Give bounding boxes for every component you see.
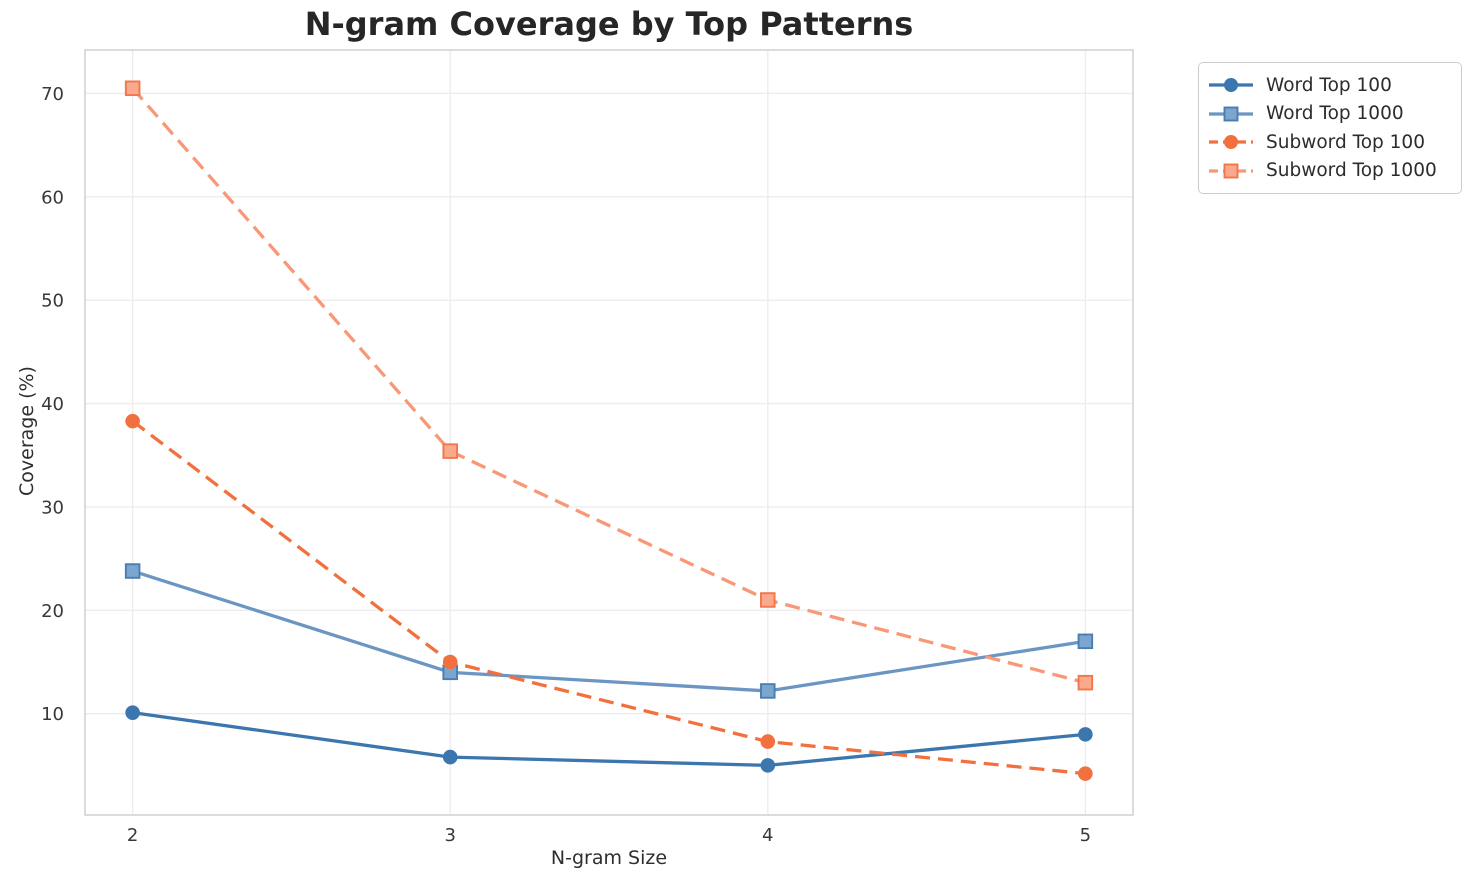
series-line-subword-top-1000 (131, 87, 1086, 685)
legend-sample-subword-top-1000 (1209, 163, 1253, 179)
marker-circle-word-top-100 (760, 758, 776, 773)
y-tick-label-10: 10 (41, 704, 64, 725)
legend-item-subword-top-100: Subword Top 100 (1207, 128, 1451, 157)
chart-title: N-gram Coverage by Top Patterns (304, 5, 914, 43)
legend-item-label: Word Top 100 (1266, 74, 1392, 96)
legend-item-label: Subword Top 1000 (1266, 160, 1437, 182)
marker-circle-subword-top-100 (442, 654, 458, 670)
x-tick-label-3: 3 (444, 825, 455, 846)
legend-item-label: Subword Top 100 (1266, 131, 1425, 153)
legend-item-word-top-1000: Word Top 1000 (1207, 100, 1451, 129)
x-tick-label-5: 5 (1080, 825, 1091, 846)
x-axis-label: N-gram Size (550, 847, 668, 869)
plot-border (84, 49, 1134, 816)
series-line-subword-top-100 (131, 419, 1086, 776)
marker-square-word-top-1000 (1077, 633, 1094, 650)
legend: Word Top 100 Word Top 1000 Subword Top 100… (1198, 62, 1462, 194)
x-tick-label-4: 4 (762, 825, 773, 846)
marker-circle-subword-top-100 (1078, 766, 1093, 781)
y-tick-label-20: 20 (41, 601, 64, 622)
y-tick-label-70: 70 (41, 84, 64, 105)
x-tick-label-2: 2 (127, 825, 138, 846)
y-tick-label-30: 30 (41, 497, 64, 518)
marker-square-subword-top-1000 (124, 80, 141, 96)
marker-circle-word-top-100 (1078, 727, 1093, 742)
y-tick-label-40: 40 (41, 394, 64, 415)
y-tick-label-60: 60 (41, 187, 64, 208)
legend-item-subword-top-1000: Subword Top 1000 (1207, 157, 1451, 186)
marker-square-word-top-1000 (124, 563, 141, 579)
marker-square-word-top-1000 (760, 683, 776, 699)
legend-item-label: Word Top 1000 (1266, 103, 1404, 125)
marker-circle-word-top-100 (442, 749, 458, 765)
legend-marker-square (1223, 106, 1239, 122)
legend-marker-square (1223, 163, 1239, 179)
series-line-word-top-100 (132, 711, 1086, 768)
marker-circle-subword-top-100 (125, 413, 140, 429)
marker-square-subword-top-1000 (1077, 674, 1094, 691)
marker-circle-subword-top-100 (760, 734, 776, 749)
marker-circle-word-top-100 (125, 705, 140, 720)
marker-square-subword-top-1000 (442, 443, 458, 459)
legend-sample-word-top-1000 (1209, 106, 1253, 122)
legend-item-word-top-100: Word Top 100 (1207, 71, 1451, 100)
legend-marker-circle (1224, 135, 1238, 150)
legend-marker-circle (1224, 78, 1238, 93)
legend-sample-word-top-100 (1209, 78, 1253, 93)
marker-square-subword-top-1000 (760, 592, 776, 608)
legend-sample-subword-top-100 (1209, 135, 1253, 150)
y-tick-label-50: 50 (41, 291, 64, 312)
series-line-word-top-1000 (132, 569, 1086, 693)
